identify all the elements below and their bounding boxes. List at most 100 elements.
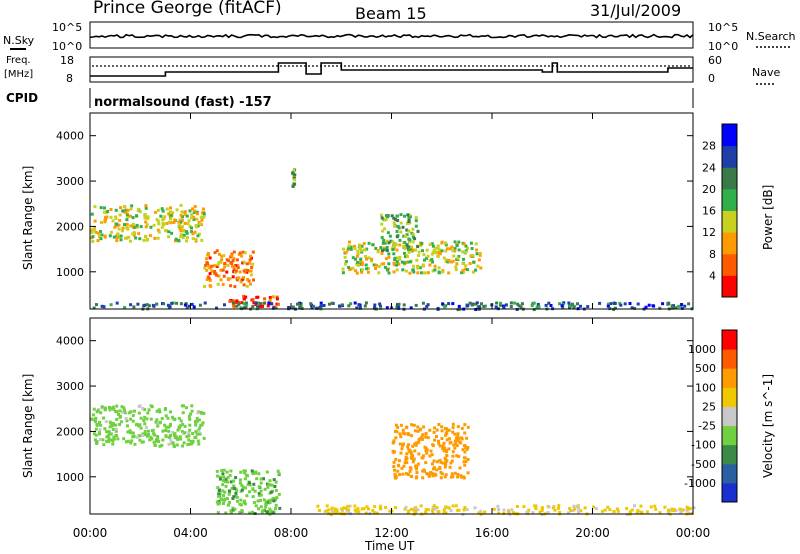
echo-cell [469, 241, 473, 245]
echo-cell [223, 265, 227, 269]
echo-cell [243, 499, 246, 503]
echo-cell [170, 231, 174, 235]
echo-cell [381, 241, 385, 245]
echo-cell [132, 305, 136, 309]
echo-cell [458, 440, 462, 444]
xtick-label: 20:00 [575, 526, 610, 540]
echo-cell [144, 220, 148, 224]
echo-cell [502, 304, 505, 308]
echo-cell [224, 484, 228, 488]
echo-cell [566, 511, 570, 515]
echo-cell [363, 248, 367, 252]
echo-cell [364, 255, 368, 258]
echo-cell [219, 268, 223, 272]
echo-cell [416, 425, 420, 429]
echo-cell [126, 215, 130, 219]
echo-cell [440, 437, 444, 440]
echo-cell [433, 438, 437, 442]
echo-cell [167, 429, 171, 433]
echo-cell [413, 511, 417, 515]
echo-cell [346, 248, 350, 252]
echo-cell [226, 503, 230, 507]
echo-cell [412, 423, 416, 427]
echo-cell [232, 495, 236, 499]
echo-cell [403, 507, 407, 511]
echo-cell [144, 433, 147, 437]
echo-cell [394, 436, 398, 440]
echo-cell [183, 221, 187, 225]
echo-cell [163, 428, 167, 432]
echo-cell [160, 417, 164, 420]
echo-cell [403, 255, 407, 259]
power-yaxis: 4000 3000 2000 1000 [56, 130, 693, 279]
echo-cell [387, 271, 391, 275]
echo-cell [114, 208, 118, 212]
echo-cell [108, 405, 111, 409]
echo-cell [633, 306, 636, 310]
echo-cell [450, 472, 454, 476]
echo-cell [451, 454, 455, 458]
echo-cell [251, 250, 255, 254]
echo-cell [414, 467, 418, 471]
echo-cell [355, 262, 359, 266]
echo-cell [454, 268, 458, 272]
echo-cell [133, 442, 137, 446]
echo-cell [354, 269, 358, 273]
echo-cell [185, 231, 189, 235]
echo-cell [658, 306, 662, 310]
echo-cell [260, 510, 264, 514]
echo-cell [177, 416, 181, 420]
echo-cell [152, 223, 156, 227]
echo-cell [92, 407, 96, 411]
echo-cell [502, 508, 506, 512]
echo-cell [411, 460, 415, 464]
colorbar-swatch [722, 253, 737, 276]
echo-cell [413, 449, 417, 453]
echo-cell [196, 224, 200, 228]
echo-cell [249, 254, 252, 258]
echo-cell [181, 444, 184, 448]
echo-cell [268, 479, 272, 483]
echo-cell [120, 229, 124, 233]
echo-cell [448, 247, 452, 251]
echo-cell [463, 431, 467, 435]
echo-cell [349, 245, 353, 249]
colorbar-tick: -100 [691, 439, 716, 452]
echo-cell [577, 510, 580, 514]
echo-cell [393, 472, 397, 476]
velocity-colorbar: 1000 500 100 25 -25 -100 -500 -1000 [684, 329, 738, 503]
nsearch-tick-top: 10^5 [708, 21, 738, 34]
echo-cell [106, 209, 110, 213]
echo-cell [420, 241, 424, 245]
echo-cell [194, 239, 198, 243]
echo-cell [379, 506, 383, 510]
echo-cell [424, 435, 428, 439]
echo-cell [226, 497, 229, 501]
echo-cell [242, 302, 246, 306]
echo-cell [504, 303, 508, 307]
echo-cell [264, 503, 268, 507]
echo-cell [397, 262, 401, 266]
echo-cell [479, 509, 483, 513]
echo-cell [189, 216, 193, 220]
echo-cell [342, 506, 346, 510]
echo-cell [361, 268, 364, 272]
colorbar-tick: 100 [695, 381, 716, 394]
echo-cell [445, 454, 449, 457]
echo-cell [661, 302, 665, 306]
echo-cell [351, 266, 355, 270]
echo-cell [111, 427, 115, 431]
echo-cell [121, 410, 125, 414]
echo-cell [425, 256, 429, 260]
echo-cell [360, 250, 364, 254]
echo-cell [394, 429, 397, 433]
echo-cell [357, 510, 361, 514]
echo-cell [433, 426, 437, 430]
echo-cell [421, 437, 424, 441]
echo-cell [583, 506, 587, 510]
echo-cell [114, 429, 118, 433]
echo-cell [312, 304, 316, 308]
echo-cell [365, 505, 369, 509]
echo-cell [429, 449, 433, 453]
echo-cell [191, 432, 195, 436]
